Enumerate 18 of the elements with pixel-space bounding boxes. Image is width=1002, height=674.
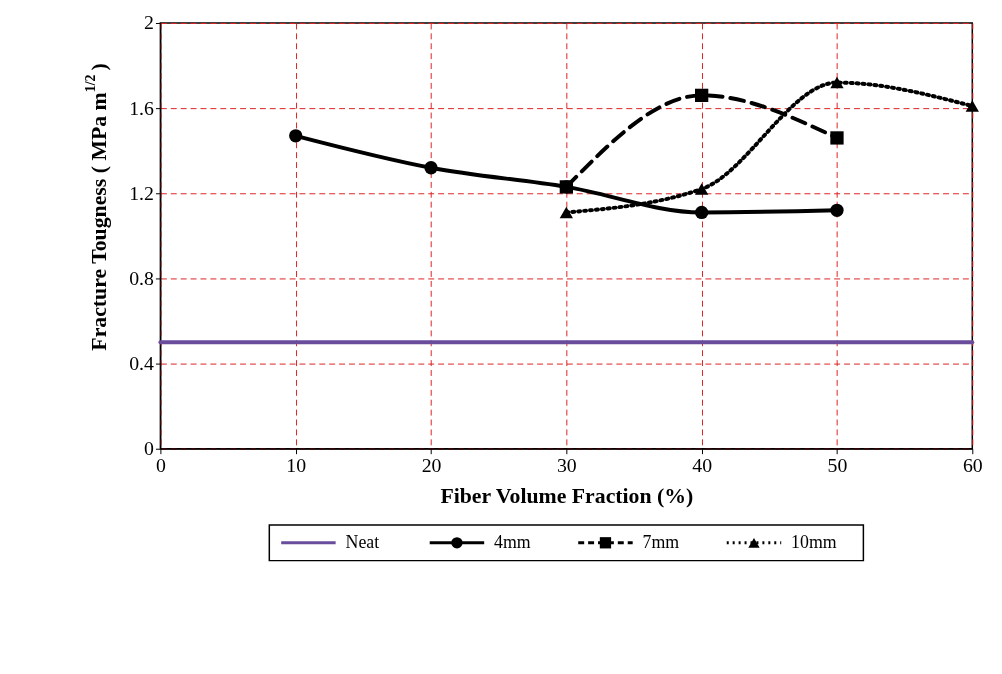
y-tick-label: 1.2 xyxy=(129,181,154,204)
x-tick-label: 10 xyxy=(286,454,307,476)
y-tick-label: 0.4 xyxy=(129,352,155,375)
y-tick-label: 0.8 xyxy=(129,266,155,289)
legend-label: Neat xyxy=(345,531,380,552)
legend-label: 10mm xyxy=(791,531,837,552)
legend-label: 4mm xyxy=(494,531,531,552)
x-tick-label: 40 xyxy=(692,454,713,476)
x-tick-label: 60 xyxy=(962,454,983,476)
y-axis-title: Fracture Tougness ( MPa m1/2) xyxy=(83,63,111,351)
y-tick-label: 2 xyxy=(144,11,154,34)
x-axis-title: Fiber Volume Fraction (%) xyxy=(440,483,694,508)
legend-label: 7mm xyxy=(642,531,680,552)
x-tick-label: 30 xyxy=(556,454,577,476)
y-tick-label: 0 xyxy=(144,437,155,460)
x-tick-label: 20 xyxy=(421,454,442,476)
x-tick-label: 50 xyxy=(827,454,848,476)
y-tick-label: 1.6 xyxy=(129,96,155,119)
